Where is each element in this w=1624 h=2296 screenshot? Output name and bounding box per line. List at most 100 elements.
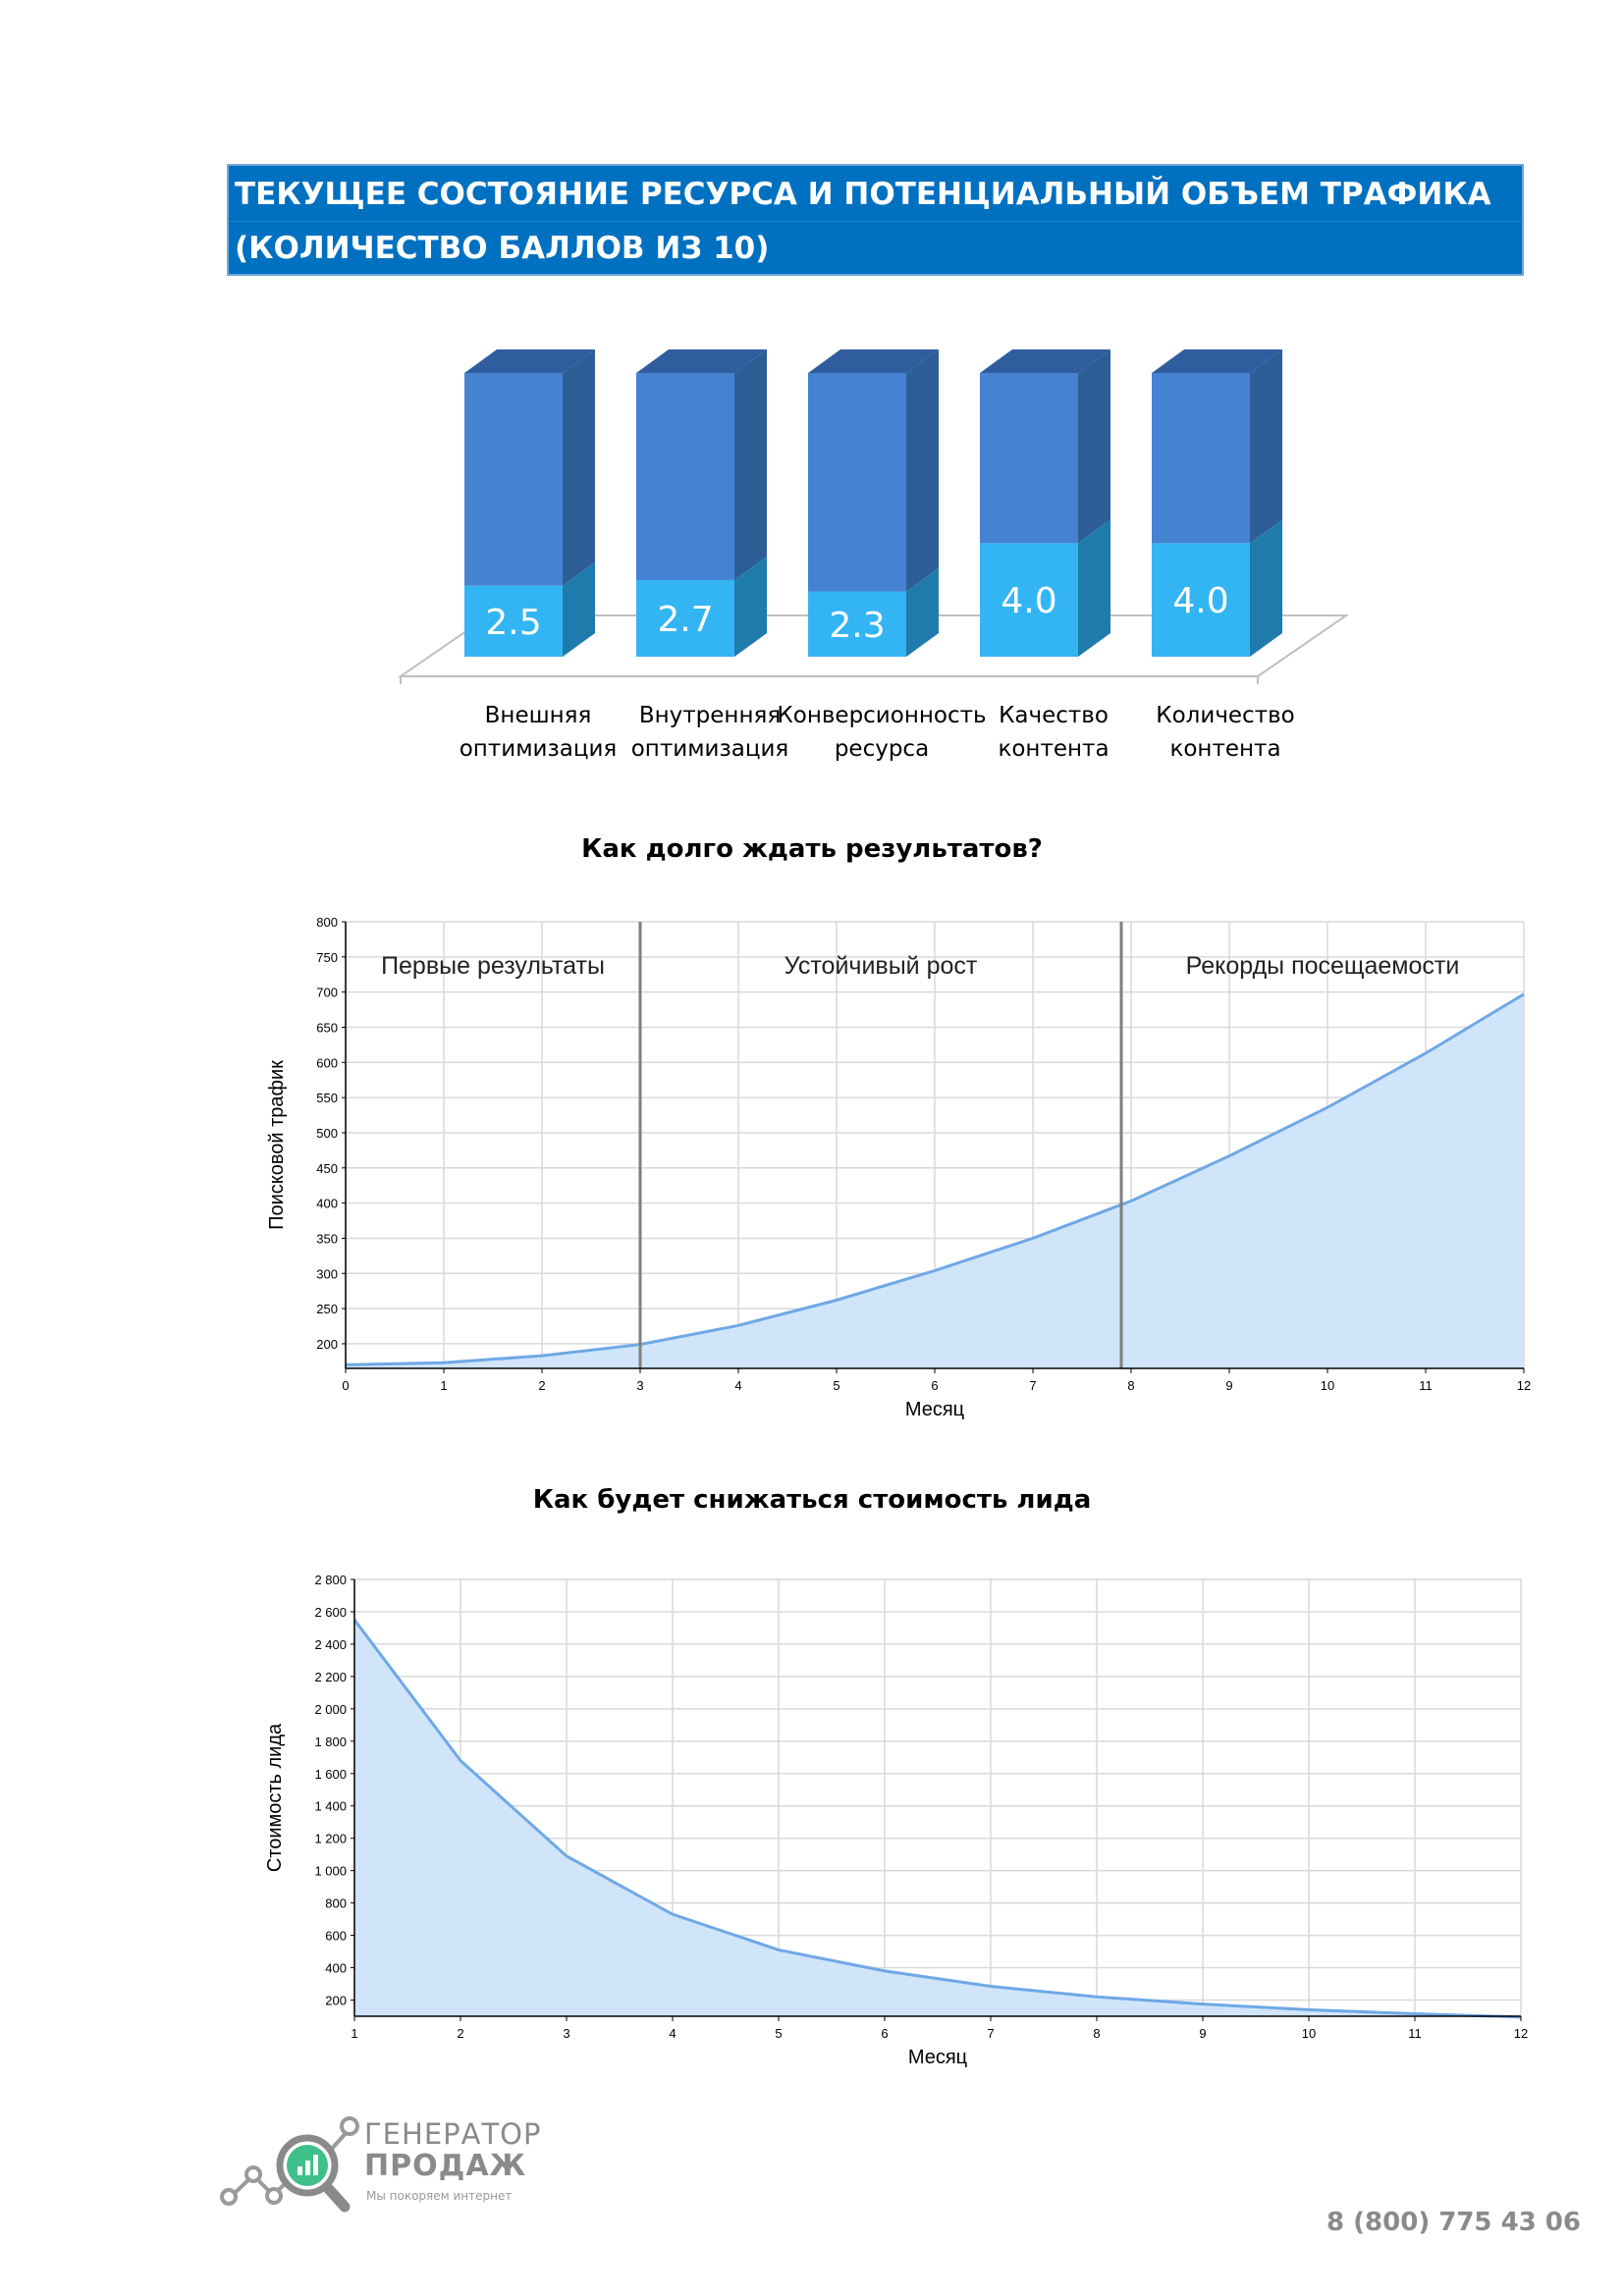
x-tick-label: 7 (987, 2026, 994, 2041)
y-tick-label: 250 (316, 1302, 338, 1316)
y-tick-label: 1 000 (314, 1864, 347, 1879)
x-tick-label: 8 (1093, 2026, 1100, 2041)
y-tick-label: 1 400 (314, 1799, 347, 1814)
bar-value (980, 543, 1078, 657)
x-tick-label: 10 (1302, 2026, 1316, 2041)
y-tick-label: 800 (325, 1896, 347, 1911)
category-label: Количество (1156, 703, 1294, 728)
bar-remainder (464, 373, 563, 586)
header-title-line2: (КОЛИЧЕСТВО БАЛЛОВ ИЗ 10) (235, 231, 770, 266)
phase-label: Рекорды посещаемости (1186, 952, 1460, 980)
series-line (345, 992, 1525, 1366)
x-tick-label: 8 (1127, 1378, 1134, 1393)
y-tick-label: 750 (316, 950, 338, 965)
bar-value (808, 591, 906, 657)
y-tick-label: 500 (316, 1126, 338, 1141)
bar-remainder (1152, 373, 1250, 544)
brand-name-line2: ПРОДАЖ (364, 2149, 527, 2183)
x-tick-label: 6 (881, 2026, 888, 2041)
bar-side-value (734, 556, 767, 657)
y-tick-label: 1 600 (314, 1767, 347, 1782)
category-label: контента (1169, 736, 1280, 762)
phone-number[interactable]: 8 (800) 775 43 06 (1326, 2208, 1581, 2237)
bar-chart-3d: 2.5 Внешняя оптимизация 2.7 Внутренняя оптими… (397, 349, 1350, 762)
traffic-area-chart: Первые результаты Устойчивый рост Рекорды … (266, 915, 1531, 1420)
x-tick-label: 3 (563, 2026, 569, 2041)
bar-remainder (980, 373, 1078, 544)
bar-value-label: 4.0 (1001, 581, 1056, 621)
y-tick-label: 2 000 (314, 1702, 347, 1717)
y-tick-label: 1 800 (314, 1735, 347, 1749)
category-label: Качество (999, 703, 1109, 728)
x-tick-label: 11 (1408, 2026, 1422, 2041)
y-tick-label: 2 600 (314, 1605, 347, 1620)
x-axis-title: Месяц (905, 1399, 964, 1420)
x-tick-label: 10 (1321, 1378, 1334, 1393)
category-label: оптимизация (460, 736, 618, 762)
bar-remainder (808, 373, 906, 592)
x-tick-label: 1 (440, 1378, 447, 1393)
y-tick-label: 600 (325, 1929, 347, 1944)
y-axis-title: Поисковой трафик (266, 1060, 288, 1230)
x-tick-label: 4 (734, 1378, 741, 1393)
x-tick-label: 11 (1419, 1378, 1433, 1393)
y-tick-label: 400 (325, 1961, 347, 1976)
y-tick-label: 350 (316, 1231, 338, 1246)
category-label: оптимизация (631, 736, 789, 762)
cost-chart-title: Как будет снижаться стоимость лида (532, 1485, 1092, 1515)
bar-value-label: 4.0 (1172, 581, 1228, 621)
x-tick-label: 3 (636, 1378, 643, 1393)
y-tick-label: 650 (316, 1020, 338, 1035)
bar-side-remainder (1250, 349, 1282, 544)
x-tick-label: 12 (1517, 1378, 1531, 1393)
bar-value-label: 2.5 (485, 603, 541, 643)
x-tick-label: 2 (538, 1378, 545, 1393)
bar-value (1152, 543, 1250, 657)
area-fill (354, 1620, 1521, 2017)
y-tick-label: 450 (316, 1161, 338, 1176)
y-tick-label: 700 (316, 986, 338, 1000)
bar-side-remainder (1078, 349, 1110, 544)
x-tick-label: 6 (931, 1378, 938, 1393)
bar-side-value (1078, 519, 1110, 657)
x-tick-label: 9 (1225, 1378, 1232, 1393)
traffic-chart-title: Как долго ждать результатов? (581, 834, 1043, 864)
bar-remainder (636, 373, 734, 580)
bar-side-remainder (734, 349, 767, 580)
y-tick-label: 2 200 (314, 1670, 347, 1684)
x-tick-label: 0 (342, 1378, 349, 1393)
bar-top (636, 349, 767, 373)
x-tick-label: 5 (775, 2026, 782, 2041)
x-tick-label: 9 (1199, 2026, 1206, 2041)
area-fill (346, 993, 1524, 1368)
bar-top (808, 349, 939, 373)
lead-cost-area-chart: 200 400 600 800 1 000 1 200 1 400 1 600 1 800 2 0… (264, 1573, 1528, 2068)
y-tick-label: 200 (325, 1994, 347, 2008)
phase-label: Первые результаты (381, 952, 605, 980)
y-tick-label: 200 (316, 1337, 338, 1352)
y-tick-label: 550 (316, 1091, 338, 1105)
bar-value-label: 2.7 (657, 600, 713, 640)
y-tick-label: 600 (316, 1055, 338, 1070)
x-tick-label: 7 (1029, 1378, 1036, 1393)
x-tick-label: 1 (351, 2026, 357, 2041)
bar-side-remainder (906, 349, 939, 592)
brand-tagline: Мы покоряем интернет (366, 2189, 513, 2203)
bar-side-remainder (563, 349, 595, 586)
bar-side-value (563, 561, 595, 657)
bar-value (464, 585, 563, 657)
bar-value (636, 579, 734, 657)
category-label: контента (998, 736, 1109, 762)
y-tick-label: 800 (316, 915, 338, 930)
y-tick-label: 300 (316, 1266, 338, 1281)
y-tick-label: 2 400 (314, 1637, 347, 1652)
series-line (352, 1619, 1522, 2019)
category-label: Конверсионность (777, 703, 986, 728)
x-tick-label: 2 (457, 2026, 463, 2041)
category-label: Внутренняя (639, 703, 781, 728)
category-label: ресурса (835, 736, 929, 762)
y-tick-label: 1 200 (314, 1832, 347, 1846)
bar-top (1152, 349, 1282, 373)
bar-value-label: 2.3 (829, 606, 885, 646)
x-tick-label: 12 (1514, 2026, 1528, 2041)
